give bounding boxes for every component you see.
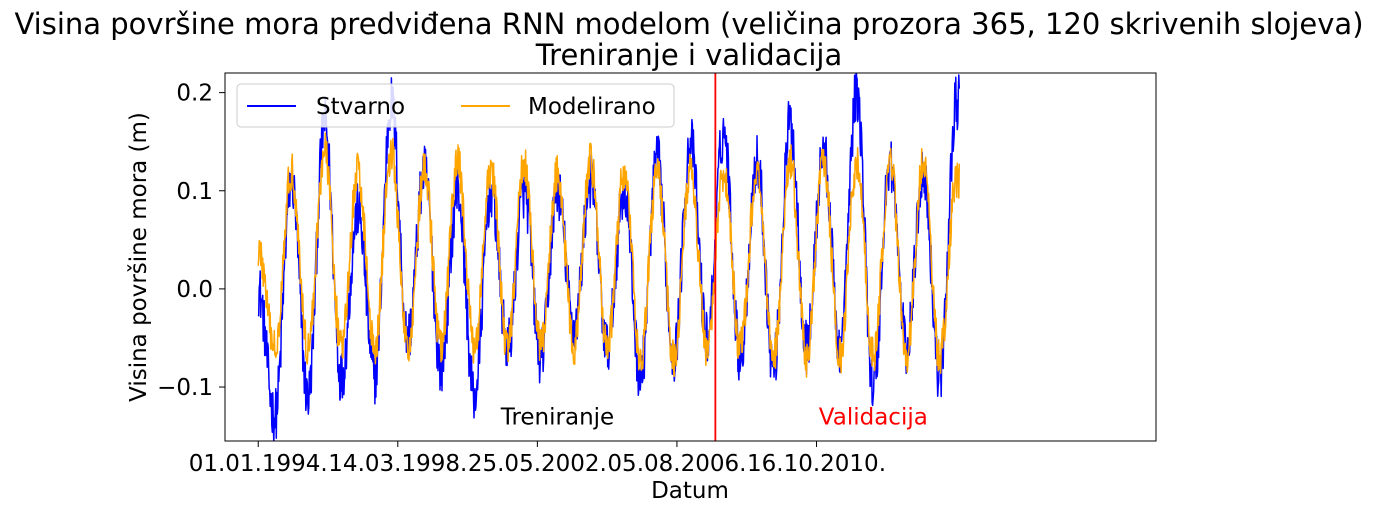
legend: Stvarno Modelirano	[236, 83, 675, 128]
x-tick-label: 01.01.1994.	[189, 451, 328, 477]
annotations: Treniranje Validacija	[500, 404, 928, 430]
chart-title: Visina površine mora predviđena RNN mode…	[14, 7, 1363, 41]
y-axis: −0.1 0.0 0.1 0.2	[157, 81, 225, 401]
x-tick-label: 14.03.1998.	[328, 451, 467, 477]
chart-subtitle: Treniranje i validacija	[535, 38, 843, 72]
y-tick-label: −0.1	[157, 375, 213, 401]
series-layer	[257, 73, 961, 441]
annotation-validacija: Validacija	[819, 404, 928, 430]
legend-label-modelirano: Modelirano	[528, 94, 656, 120]
y-axis-label: Visina površine mora (m)	[126, 112, 152, 402]
series-line-stvarno	[257, 73, 961, 441]
legend-box	[236, 83, 675, 128]
x-axis-label: Datum	[651, 478, 729, 504]
x-tick-label: 25.05.2002.	[468, 451, 607, 477]
x-axis: 01.01.1994. 14.03.1998. 25.05.2002. 05.08.2…	[189, 441, 886, 477]
x-tick-label: 16.10.2010.	[747, 451, 886, 477]
plot-frame	[224, 72, 1157, 442]
legend-label-stvarno: Stvarno	[316, 94, 405, 120]
series-line-modelirano	[257, 132, 961, 378]
annotation-treniranje: Treniranje	[500, 404, 614, 430]
x-tick-label: 05.08.2006.	[607, 451, 746, 477]
y-tick-label: 0.2	[176, 81, 213, 107]
y-tick-label: 0.1	[176, 179, 213, 205]
y-tick-label: 0.0	[176, 277, 213, 303]
